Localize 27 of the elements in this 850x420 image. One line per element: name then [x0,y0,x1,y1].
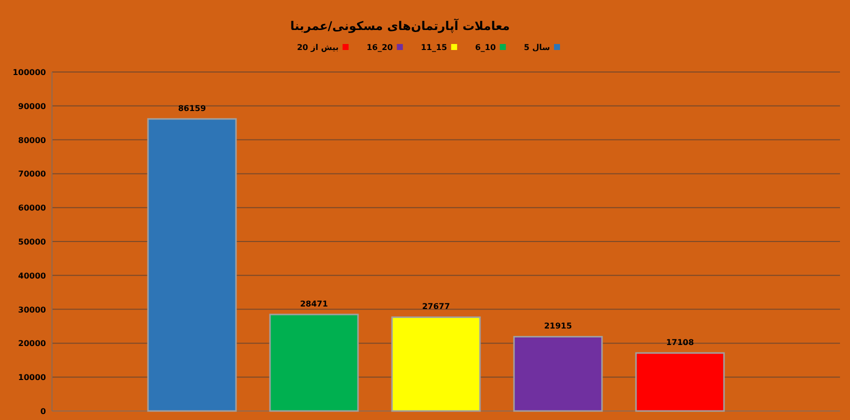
legend-label: 5 سال [524,43,550,52]
chart-title: معاملات آپارتمان‌های مسکونی/عمربنا [290,18,510,33]
y-tick-label: 0 [40,407,46,416]
y-tick-label: 70000 [18,170,46,179]
y-tick-label: 30000 [18,305,46,314]
data-label: 17108 [666,338,694,348]
legend-label: 6_10 [475,43,496,52]
y-tick-label: 20000 [18,339,46,348]
bar [391,316,481,412]
bar [147,118,237,412]
y-tick-label: 40000 [18,271,46,280]
bar [635,352,725,412]
y-tick-label: 50000 [18,238,46,246]
bar [513,336,603,412]
legend-label: 16_20 [366,43,394,52]
data-label: 28471 [300,299,328,308]
legend-label: 11_15 [420,43,448,52]
data-label: 27677 [422,302,450,312]
legend-label: بیش از 20 [296,43,339,52]
data-label: 86159 [178,104,206,113]
y-tick-label: 90000 [18,102,46,111]
y-tick-label: 80000 [18,136,46,145]
data-label: 21915 [544,322,572,331]
bar [269,314,359,412]
y-tick-label: 60000 [18,204,46,213]
y-tick-label: 10000 [18,373,46,382]
y-tick-label: 100000 [12,68,46,77]
